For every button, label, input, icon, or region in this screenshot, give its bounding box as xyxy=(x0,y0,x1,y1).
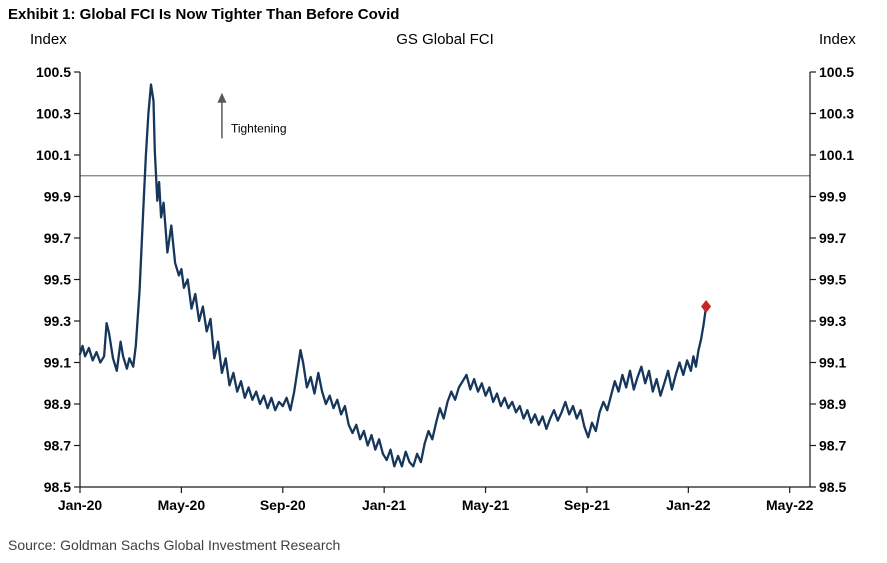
left-y-tick-label: 99.9 xyxy=(44,189,71,205)
left-y-tick-label: 98.5 xyxy=(44,479,71,495)
left-y-tick-label: 100.3 xyxy=(36,106,71,122)
x-tick-label: Jan-20 xyxy=(58,497,103,513)
left-y-tick-label: 99.7 xyxy=(44,230,71,246)
exhibit-title: Exhibit 1: Global FCI Is Now Tighter Tha… xyxy=(8,6,400,23)
left-y-tick-label: 98.9 xyxy=(44,396,71,412)
x-tick-label: May-20 xyxy=(158,497,206,513)
right-y-tick-label: 99.1 xyxy=(819,355,846,371)
fci-series-line xyxy=(78,83,708,468)
left-y-tick-label: 99.3 xyxy=(44,313,71,329)
right-y-tick-label: 100.3 xyxy=(819,106,854,122)
right-y-tick-label: 98.5 xyxy=(819,479,846,495)
right-y-tick-label: 98.7 xyxy=(819,438,846,454)
x-tick-label: Jan-21 xyxy=(362,497,407,513)
x-tick-label: Sep-20 xyxy=(260,497,306,513)
left-y-tick-label: 100.5 xyxy=(36,64,71,80)
tightening-annotation-label: Tightening xyxy=(231,121,287,135)
x-tick-label: May-21 xyxy=(462,497,510,513)
right-y-tick-label: 98.9 xyxy=(819,396,846,412)
right-y-tick-label: 99.3 xyxy=(819,313,846,329)
chart-title: GS Global FCI xyxy=(396,31,494,48)
source-note: Source: Goldman Sachs Global Investment … xyxy=(8,537,341,553)
tightening-arrow-head-icon xyxy=(217,92,227,103)
right-y-tick-label: 100.1 xyxy=(819,147,854,163)
right-y-tick-label: 99.7 xyxy=(819,230,846,246)
left-y-tick-label: 99.1 xyxy=(44,355,71,371)
latest-point-marker xyxy=(701,299,712,313)
x-tick-label: Jan-22 xyxy=(666,497,711,513)
x-tick-label: Sep-21 xyxy=(564,497,610,513)
left-y-tick-label: 100.1 xyxy=(36,147,71,163)
left-y-tick-label: 98.7 xyxy=(44,438,71,454)
left-y-tick-label: 99.5 xyxy=(44,272,71,288)
x-tick-label: May-22 xyxy=(766,497,814,513)
right-axis-title: Index xyxy=(819,31,856,48)
right-y-tick-label: 99.5 xyxy=(819,272,846,288)
left-axis-title: Index xyxy=(30,31,67,48)
right-y-tick-label: 100.5 xyxy=(819,64,854,80)
right-y-tick-label: 99.9 xyxy=(819,189,846,205)
